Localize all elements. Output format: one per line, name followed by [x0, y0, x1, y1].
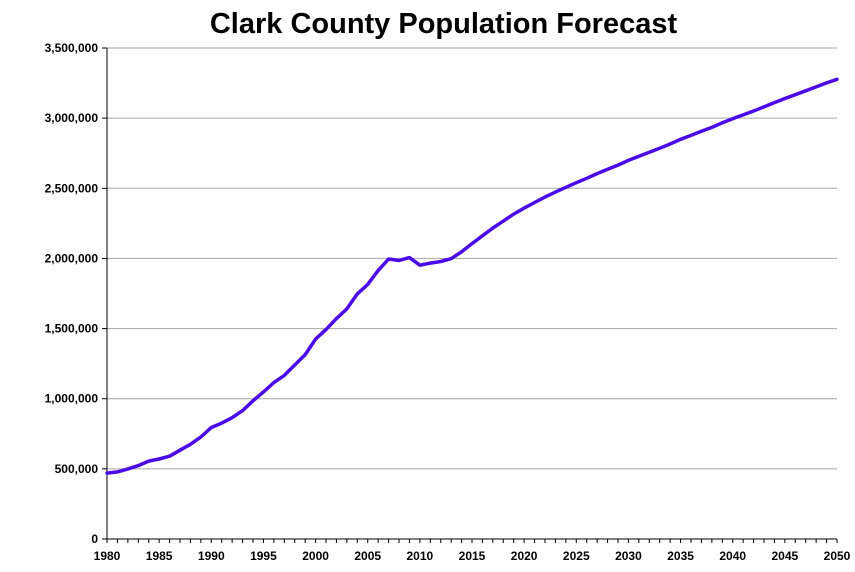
x-tick-label: 1985 [146, 549, 173, 563]
x-tick-label: 2000 [302, 549, 329, 563]
y-tick-label: 1,500,000 [45, 322, 99, 336]
y-tick-label: 3,500,000 [45, 41, 99, 55]
y-tick-label: 2,500,000 [45, 181, 99, 195]
x-tick-label: 2030 [615, 549, 642, 563]
x-tick-label: 2005 [354, 549, 381, 563]
x-tick-label: 2040 [719, 549, 746, 563]
y-tick-label: 3,000,000 [45, 111, 99, 125]
x-tick-label: 1980 [94, 549, 121, 563]
chart-title: Clark County Population Forecast [209, 8, 678, 40]
series-line [105, 77, 839, 475]
x-tick-label: 2025 [563, 549, 590, 563]
x-tick-label: 2020 [511, 549, 538, 563]
x-tick-label: 1995 [250, 549, 277, 563]
x-tick-label: 2015 [459, 549, 486, 563]
x-tick-label: 2045 [772, 549, 799, 563]
x-tick-label: 1990 [198, 549, 225, 563]
y-tick-label: 2,000,000 [45, 251, 99, 265]
y-tick-label: 1,000,000 [45, 392, 99, 406]
y-tick-label: 500,000 [55, 462, 99, 476]
y-tick-label: 0 [91, 532, 98, 546]
x-tick-label: 2035 [667, 549, 694, 563]
x-tick-label: 2050 [824, 549, 851, 563]
x-tick-label: 2010 [407, 549, 434, 563]
